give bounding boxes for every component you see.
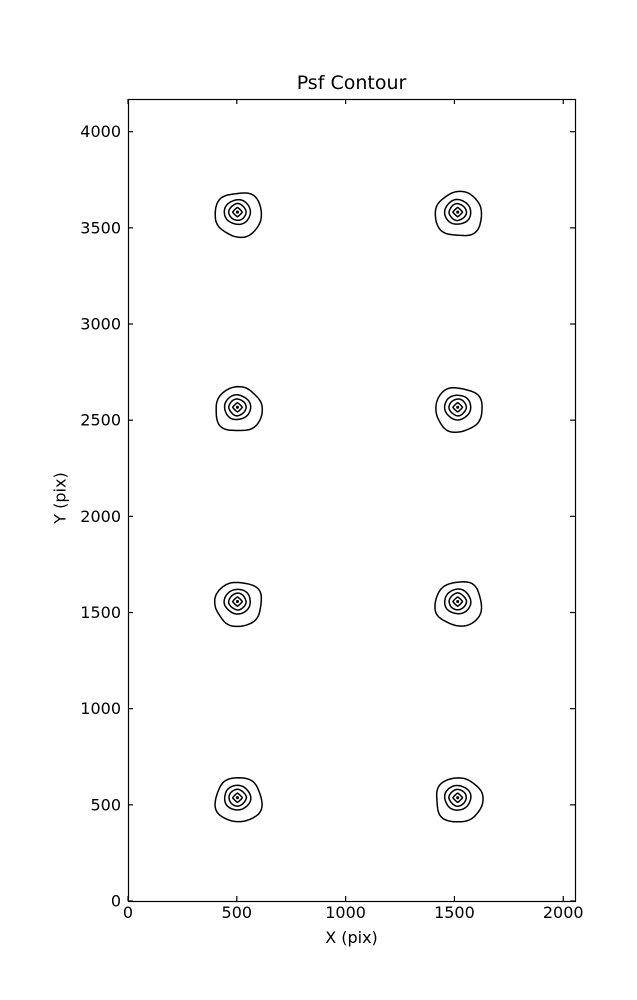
contour-peak-dot [235, 600, 239, 604]
contour-ring [435, 386, 483, 434]
y-axis-label: Y (pix) [50, 472, 70, 524]
x-tick-label: 1000 [325, 903, 366, 922]
contour-ring [452, 792, 464, 804]
contour-ring [443, 198, 472, 225]
contour-ring [443, 588, 472, 615]
contour-ring [448, 592, 468, 611]
contour-ring [223, 588, 251, 615]
y-tick-label: 2500 [80, 411, 121, 430]
x-tick-label: 500 [222, 903, 253, 922]
contour-ring [214, 777, 263, 823]
y-tick-label: 0 [111, 892, 121, 911]
contour-peak-dot [235, 405, 239, 409]
contour-ring [443, 394, 472, 421]
chart-title: Psf Contour [296, 72, 407, 94]
y-tick-label: 3000 [80, 315, 121, 334]
contour-ring [231, 401, 244, 413]
contour-ring [231, 596, 244, 607]
contour-ring [448, 398, 468, 417]
x-tick-label: 0 [123, 903, 133, 922]
contour-ring [448, 202, 468, 222]
contour-ring [434, 190, 483, 237]
contour-ring [434, 581, 483, 627]
contour-ring [228, 398, 247, 417]
contour-ring [435, 777, 484, 823]
x-axis-label: X (pix) [325, 928, 378, 947]
contour-ring [213, 581, 263, 628]
x-tick-label: 2000 [543, 903, 584, 922]
contour-peak-dot [235, 210, 239, 214]
contour-ring [452, 596, 464, 607]
contour-ring [227, 592, 247, 611]
contour-ring [231, 206, 244, 218]
y-tick-label: 500 [90, 795, 121, 814]
contour-ring [231, 792, 244, 804]
contour-ring [448, 788, 468, 808]
contour-ring [452, 206, 464, 218]
contour-peak-dot [456, 210, 460, 214]
contour-ring [223, 784, 252, 811]
contour-ring [214, 192, 263, 239]
contour-ring [215, 385, 264, 432]
contour-ring [228, 788, 248, 807]
y-tick-label: 4000 [80, 122, 121, 141]
contour-peak-dot [456, 796, 460, 800]
contour-peak-dot [456, 600, 460, 604]
contour-ring [223, 394, 252, 421]
y-tick-label: 1000 [80, 699, 121, 718]
y-tick-label: 1500 [80, 603, 121, 622]
contour-ring [223, 198, 252, 226]
contour-peak-dot [235, 796, 239, 800]
contour-ring [227, 202, 247, 222]
contour-peak-dot [456, 405, 460, 409]
axes-frame [127, 98, 577, 903]
y-tick-label: 3500 [80, 218, 121, 237]
x-tick-label: 1500 [434, 903, 475, 922]
y-tick-label: 2000 [80, 507, 121, 526]
contour-ring [443, 784, 472, 811]
contour-ring [452, 401, 464, 413]
